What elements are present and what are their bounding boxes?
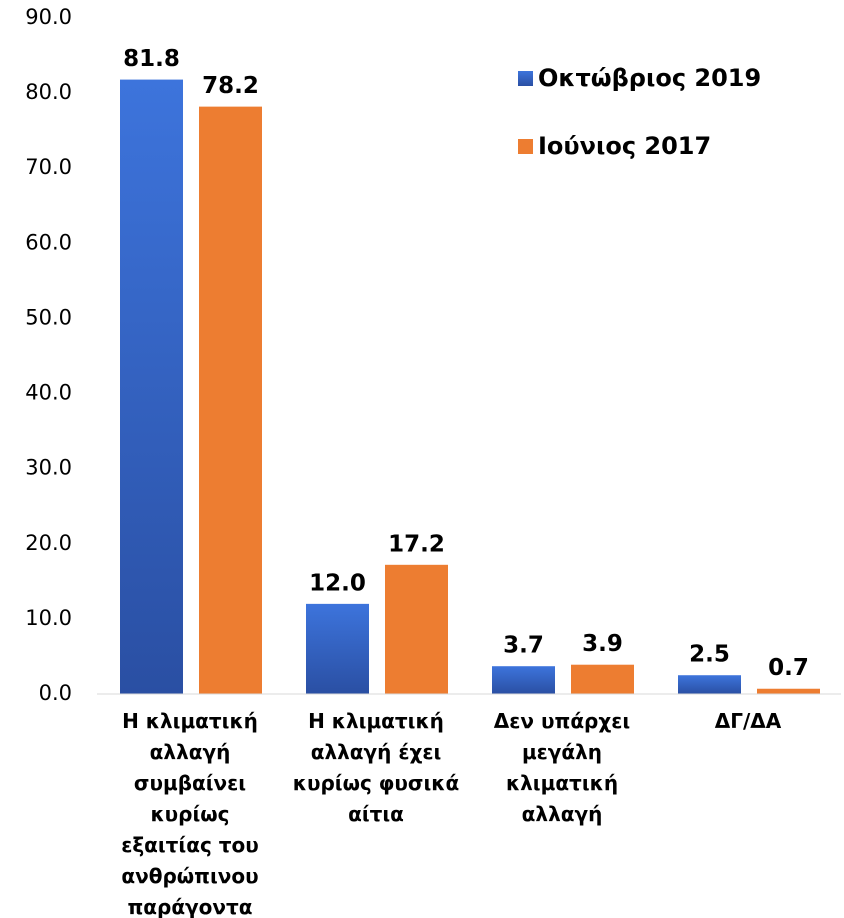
x-tick-label: Δεν υπάρχει μεγάλη κλιματική αλλαγή <box>493 709 631 826</box>
bar <box>757 688 820 694</box>
y-tick-label: 0.0 <box>39 681 72 705</box>
x-tick-label: Η κλιματική αλλαγή έχει κυρίως φυσικά αί… <box>292 709 460 826</box>
bar <box>199 106 262 695</box>
bar <box>678 675 741 694</box>
legend-swatch <box>518 139 533 154</box>
bar <box>120 79 183 694</box>
bar <box>306 603 369 694</box>
legend-swatch <box>518 71 533 86</box>
y-tick-label: 70.0 <box>25 155 72 179</box>
y-tick-label: 50.0 <box>25 305 72 329</box>
y-tick-label: 40.0 <box>25 381 72 405</box>
bar <box>571 664 634 694</box>
y-tick-label: 80.0 <box>25 80 72 104</box>
data-label: 78.2 <box>202 73 259 99</box>
y-tick-label: 90.0 <box>25 5 72 29</box>
data-label: 3.9 <box>582 631 623 657</box>
data-label: 81.8 <box>123 46 180 72</box>
data-label: 17.2 <box>388 531 445 557</box>
bar <box>492 666 555 694</box>
y-tick-label: 20.0 <box>25 531 72 555</box>
x-tick-label: ΔΓ/ΔΑ <box>714 709 782 733</box>
y-tick-label: 30.0 <box>25 456 72 480</box>
data-label: 3.7 <box>503 633 544 659</box>
legend-label: Ιούνιος 2017 <box>538 132 711 160</box>
bar <box>385 564 448 694</box>
y-tick-label: 60.0 <box>25 230 72 254</box>
data-label: 12.0 <box>309 570 366 596</box>
data-label: 2.5 <box>689 642 730 668</box>
y-tick-label: 10.0 <box>25 606 72 630</box>
x-tick-label: Η κλιματική αλλαγή συμβαίνει κυρίως εξαι… <box>121 709 259 918</box>
legend-label: Οκτώβριος 2019 <box>538 64 761 92</box>
data-label: 0.7 <box>768 655 809 681</box>
